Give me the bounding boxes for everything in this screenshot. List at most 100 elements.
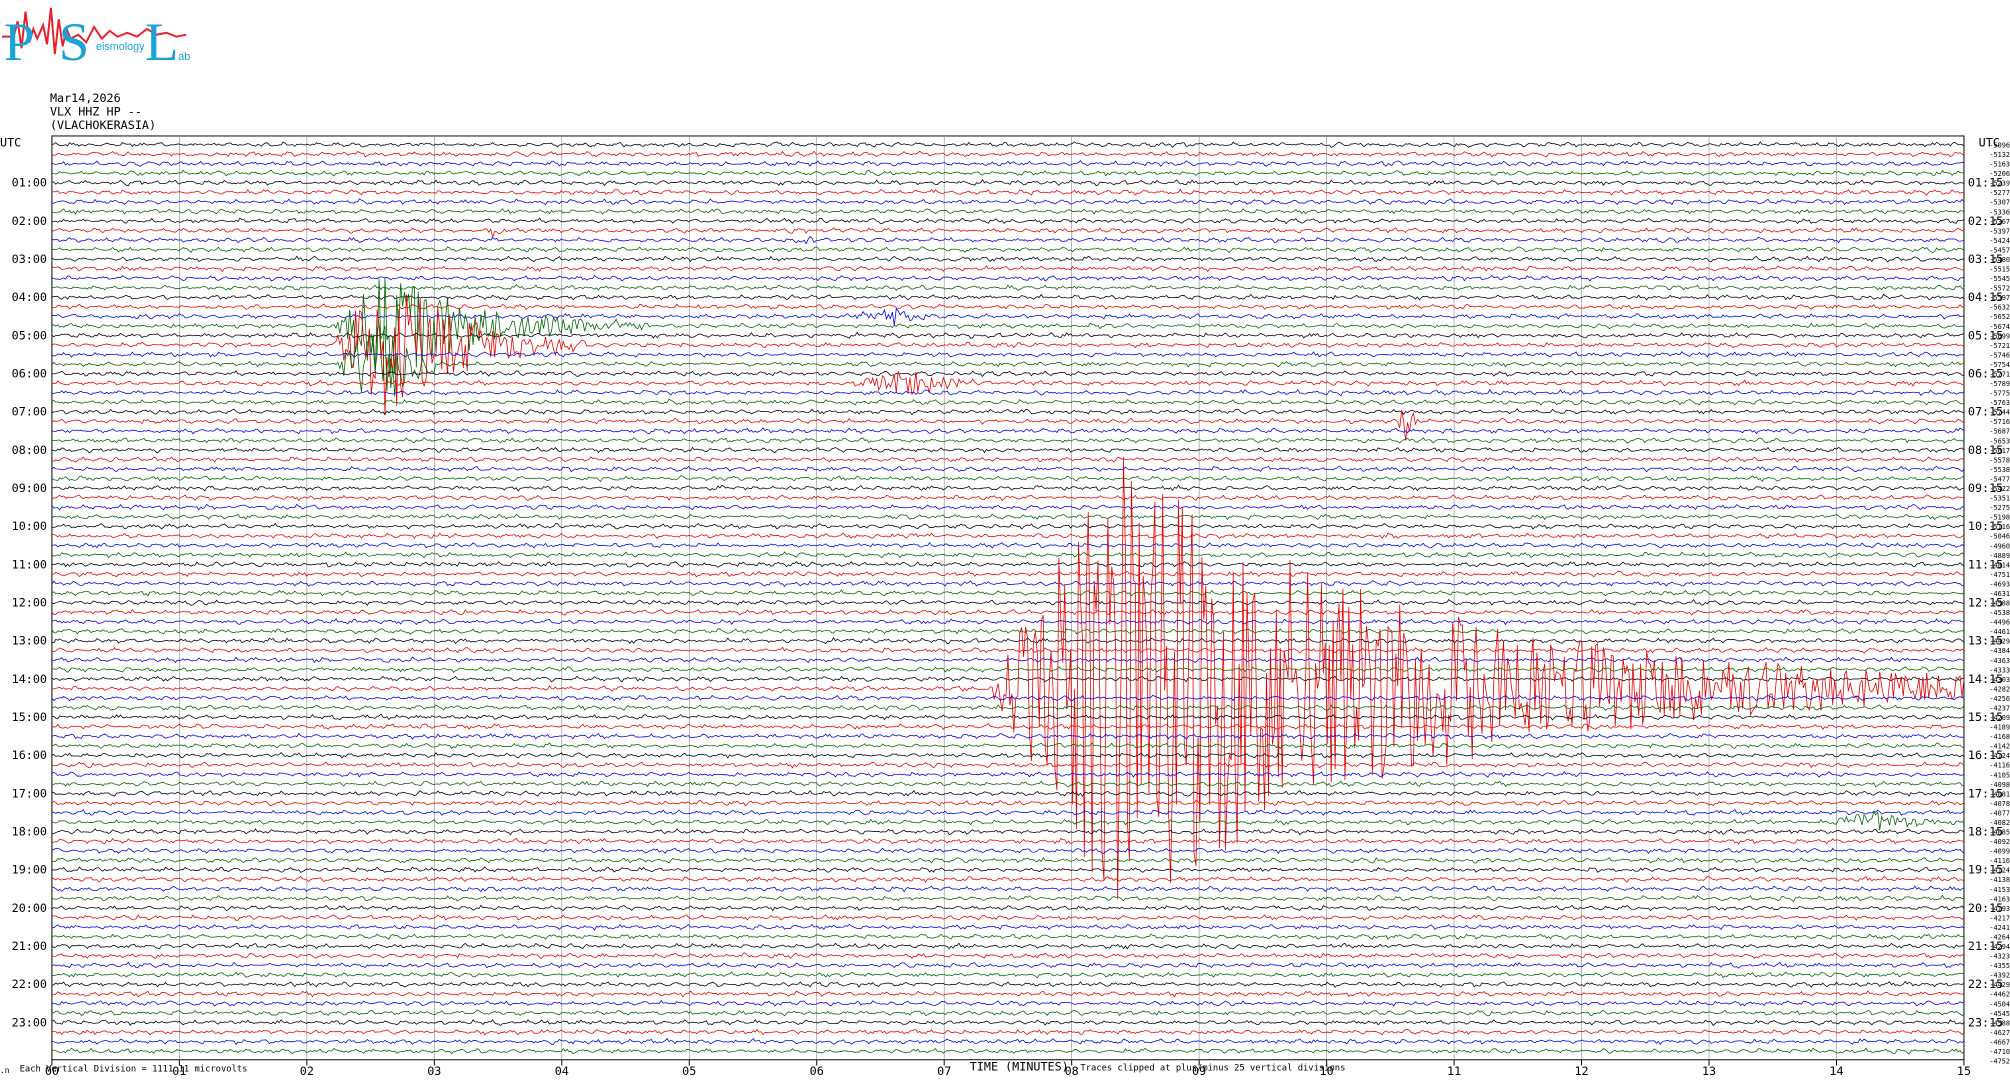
- trace-offset-label: -4588: [1989, 1019, 2010, 1027]
- trace-offset-label: -5789: [1989, 380, 2010, 388]
- trace-offset-label: -4384: [1989, 647, 2010, 655]
- seismic-trace: [51, 188, 1965, 196]
- left-utc-title: UTC: [0, 136, 21, 150]
- trace-offset-label: -5687: [1989, 428, 2010, 436]
- seismic-trace: [51, 666, 1965, 674]
- trace-offset-label: -4209: [1989, 714, 2010, 722]
- seismic-trace: [51, 513, 1965, 521]
- seismic-trace: [51, 456, 1965, 463]
- right-hour-label: 17:15: [1968, 786, 2003, 800]
- plot-grid: [51, 135, 1965, 1061]
- seismic-trace: [51, 723, 1965, 730]
- x-axis-label: TIME (MINUTES): [970, 1059, 1069, 1073]
- left-hour-label: 20:00: [12, 901, 47, 915]
- trace-offset-label: -5617: [1989, 447, 2010, 455]
- trace-offset-label: -5744: [1989, 409, 2010, 417]
- left-hour-label: 19:00: [12, 863, 47, 877]
- seismic-trace: [51, 503, 1964, 511]
- left-hour-label: 10:00: [12, 519, 47, 533]
- seismic-trace: [51, 324, 1965, 397]
- trace-offset-label: -4092: [1989, 838, 2010, 846]
- seismic-trace: [51, 675, 1965, 683]
- logo-small-text-lab: ab: [178, 51, 190, 63]
- trace-offset-label: -4077: [1989, 810, 2010, 818]
- trace-offset-label: -5515: [1989, 266, 2010, 274]
- trace-offset-label: -4217: [1989, 914, 2010, 922]
- trace-offset-label: -4814: [1989, 561, 2010, 569]
- seismic-trace: [51, 409, 1965, 441]
- seismic-trace: [51, 1047, 1965, 1055]
- trace-offset-label: -4142: [1989, 743, 2010, 751]
- seismic-trace: [51, 780, 1964, 788]
- x-tick-label: 09: [1192, 1064, 1206, 1078]
- seismic-trace: [51, 742, 1965, 750]
- seismic-trace: [51, 1028, 1965, 1036]
- left-hour-label: 16:00: [12, 748, 47, 762]
- trace-offset-label: -5096: [1989, 142, 2010, 150]
- trace-offset-label: -5578: [1989, 456, 2010, 464]
- seismic-trace: [51, 389, 1965, 397]
- trace-offset-label: -4588: [1989, 600, 2010, 608]
- trace-offset-label: -4960: [1989, 542, 2010, 550]
- seismic-trace: [51, 294, 1965, 416]
- seismic-trace: [51, 1019, 1965, 1027]
- left-hour-label: 11:00: [12, 557, 47, 571]
- seismic-trace: [51, 246, 1965, 254]
- seismic-trace: [51, 370, 1965, 377]
- trace-offset-label: -4105: [1989, 771, 2010, 779]
- x-tick-label: 01: [172, 1064, 186, 1078]
- trace-offset-label: -5351: [1989, 495, 2010, 503]
- trace-group: [51, 141, 1965, 1055]
- trace-offset-label: -5116: [1989, 523, 2010, 531]
- seismic-trace: [51, 227, 1965, 239]
- trace-offset-label: -5307: [1989, 199, 2010, 207]
- logo-letter-l: L: [145, 12, 178, 72]
- right-hour-label: 19:15: [1968, 863, 2003, 877]
- trace-offset-label: -4504: [1989, 1000, 2010, 1008]
- seismic-trace: [51, 1037, 1965, 1046]
- trace-offset-label: -4323: [1989, 953, 2010, 961]
- x-tick-label: 12: [1574, 1064, 1588, 1078]
- right-hour-label: 12:15: [1968, 596, 2003, 610]
- x-tick-label: 08: [1065, 1064, 1079, 1078]
- trace-offset-label: -4237: [1989, 705, 2010, 713]
- x-tick-label: 04: [555, 1064, 569, 1078]
- seismic-trace: [51, 551, 1965, 559]
- right-hour-labels: 01:15 02:15 03:15 04:15 05:15 06:15 07:15 08:15…: [1968, 176, 2003, 1030]
- trace-offset-label: -4333: [1989, 666, 2010, 674]
- trace-offset-label: -4082: [1989, 819, 2010, 827]
- seismic-trace: [51, 532, 1965, 539]
- seismic-trace: [51, 694, 1965, 702]
- trace-offset-label: -5545: [1989, 275, 2010, 283]
- seismic-trace: [51, 274, 1965, 282]
- seismic-trace: [51, 408, 1965, 416]
- left-hour-label: 21:00: [12, 939, 47, 953]
- x-tick-label: 15: [1957, 1064, 1971, 1078]
- trace-offset-label: -5771: [1989, 371, 2010, 379]
- seismic-trace: [51, 761, 1965, 769]
- trace-offset-label: -5716: [1989, 418, 2010, 426]
- seismic-trace: [51, 808, 1965, 816]
- logo-wave-icon: [1, 7, 187, 55]
- seismic-trace: [51, 217, 1965, 225]
- footer-corner-mark: .n: [0, 1066, 9, 1075]
- trace-offset-label: -5457: [1989, 246, 2010, 254]
- left-hour-label: 23:00: [12, 1015, 47, 1029]
- seismic-trace: [51, 837, 1965, 845]
- seismic-trace: [51, 307, 1964, 326]
- right-offset-labels: -5096-5132 -5163-5206 -5239-5277 -5307-5336…: [1989, 142, 2010, 1066]
- seismic-trace: [51, 331, 1965, 339]
- plot-frame: [51, 135, 1965, 1061]
- x-tick-label: 07: [937, 1064, 951, 1078]
- trace-offset-label: -4889: [1989, 552, 2010, 560]
- seismic-trace: [51, 875, 1965, 883]
- seismic-trace: [51, 713, 1965, 721]
- seismic-trace: [51, 561, 1965, 568]
- x-tick-label: 11: [1447, 1064, 1461, 1078]
- left-hour-label: 13:00: [12, 634, 47, 648]
- seismic-trace: [51, 971, 1965, 979]
- trace-offset-label: -4264: [1989, 934, 2010, 942]
- seismic-trace: [51, 923, 1965, 931]
- trace-offset-label: -4752: [1989, 1058, 2010, 1066]
- seismic-trace: [51, 942, 1965, 950]
